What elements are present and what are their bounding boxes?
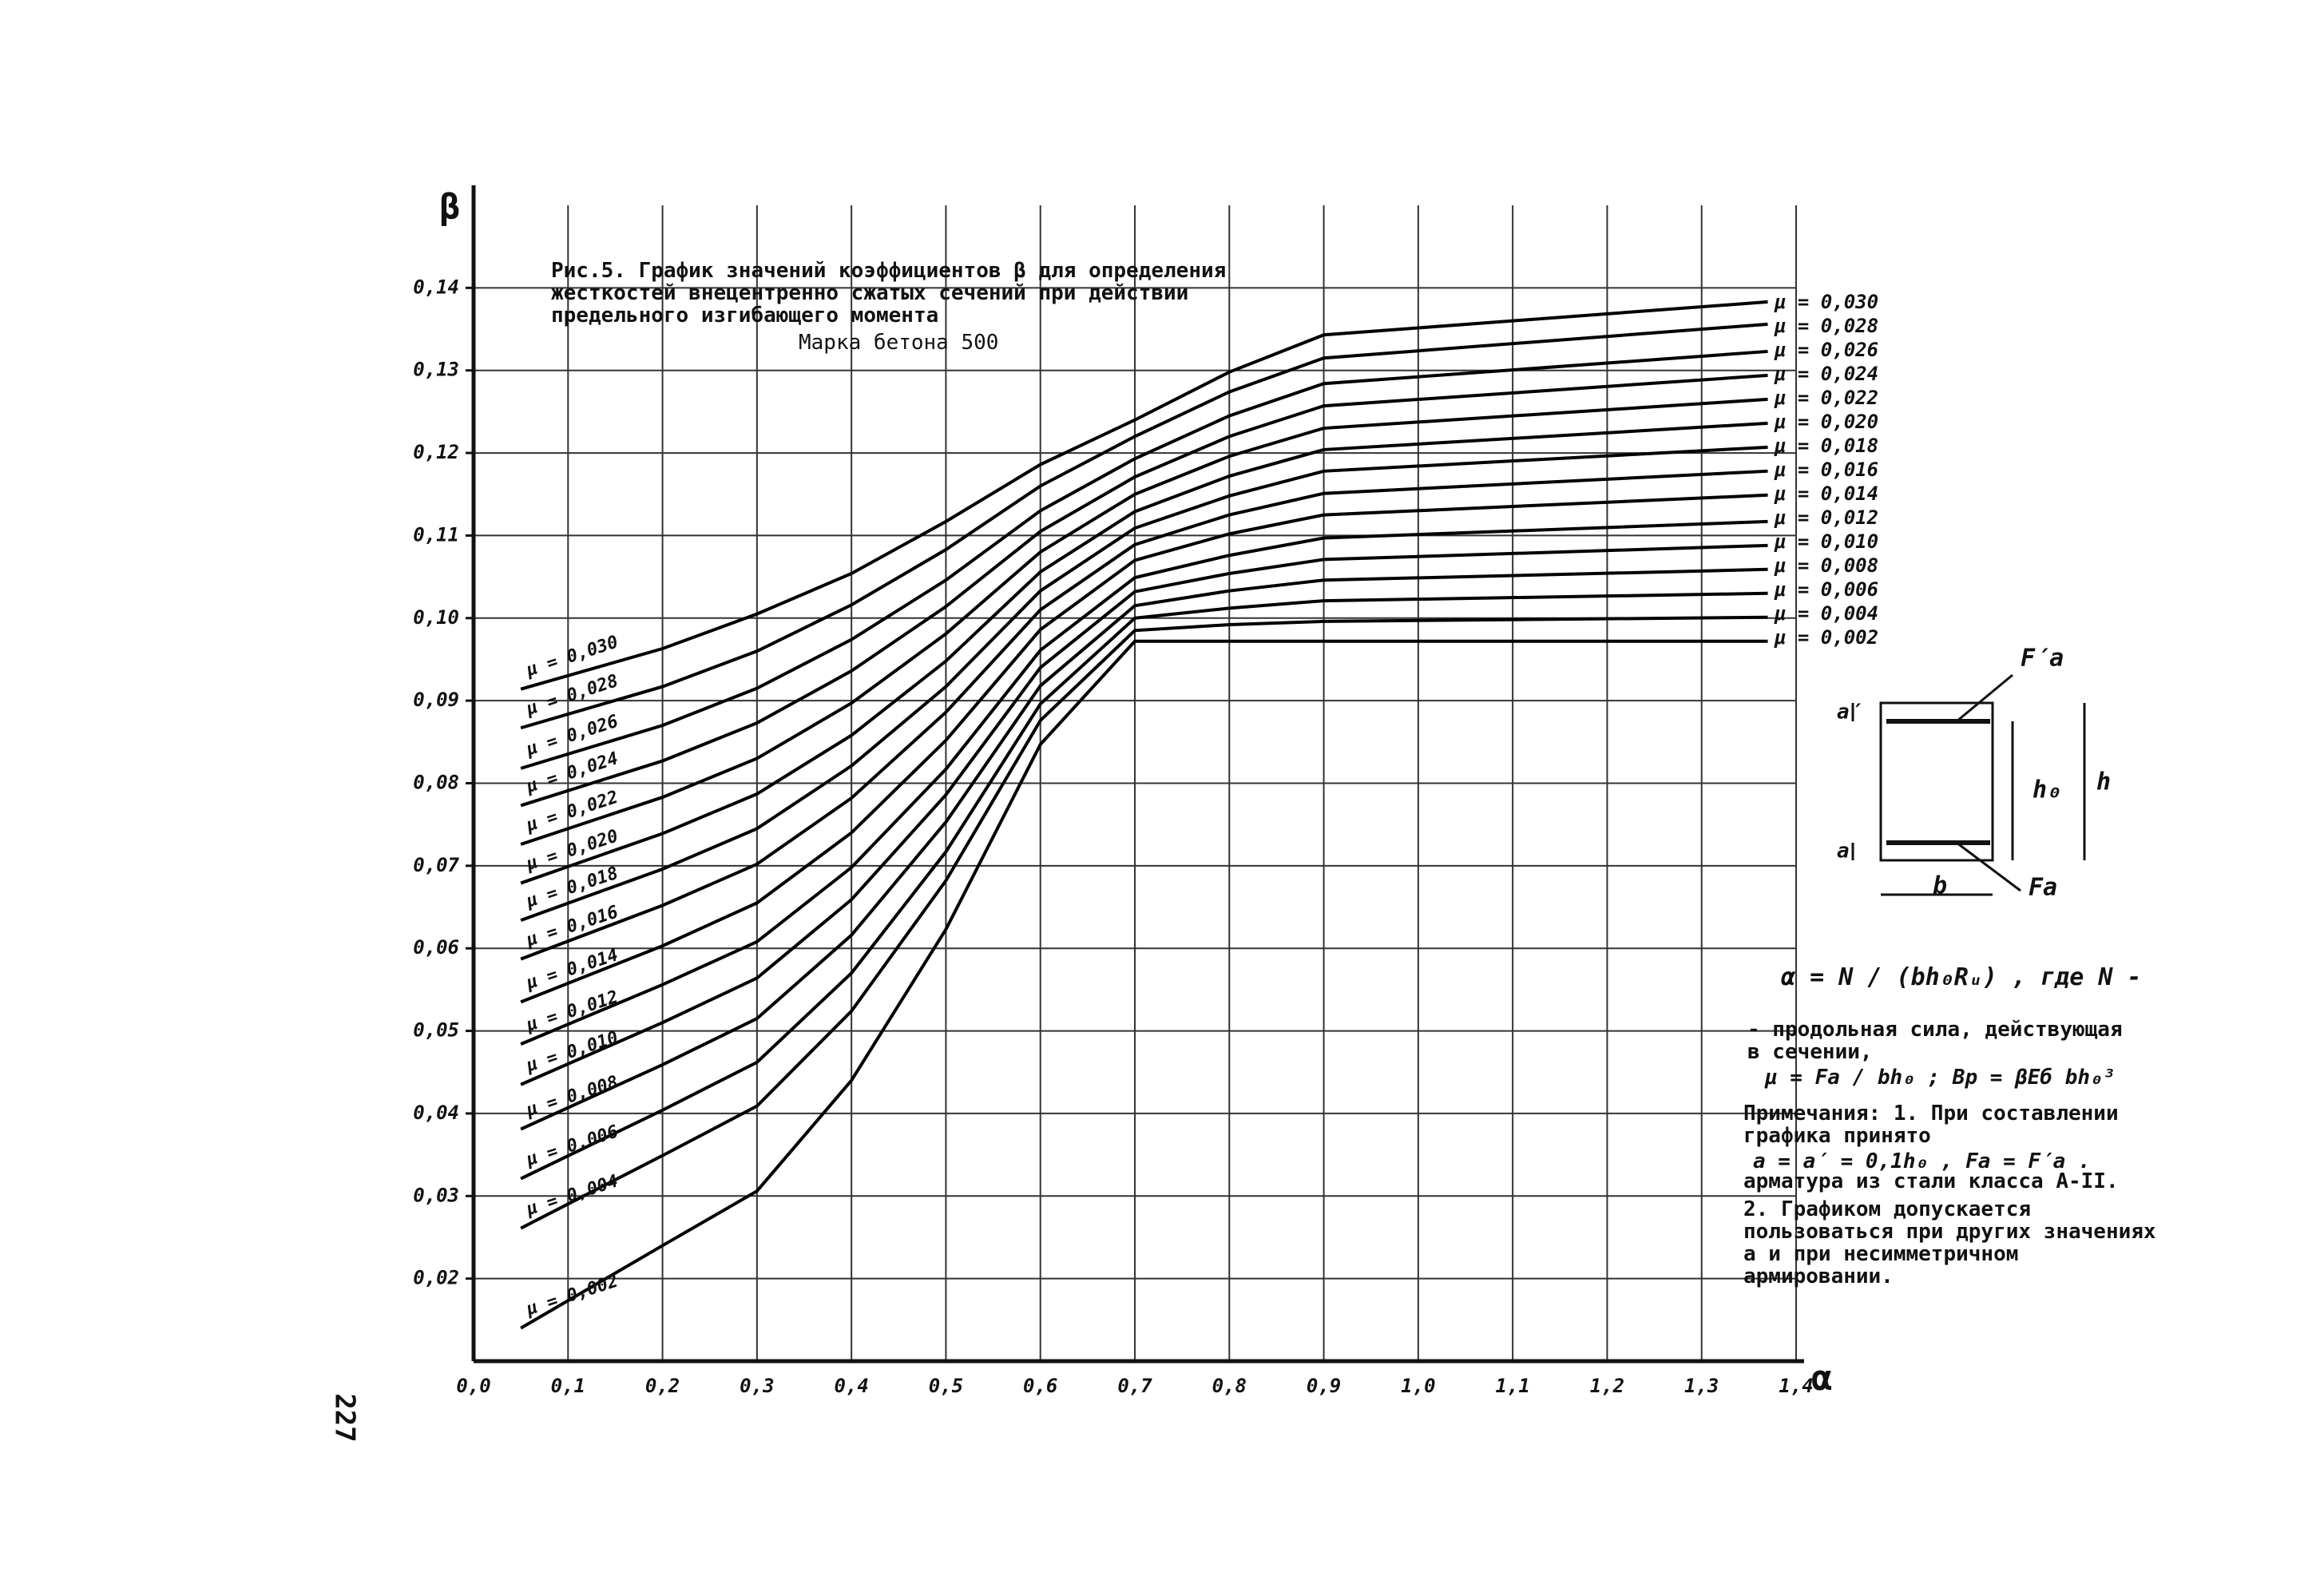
series-line — [520, 322, 1768, 730]
x-tick-label: 0,8 — [1212, 1375, 1247, 1397]
formula: μ = Fa / bh₀ ; Bр = βEб bh₀³ — [1765, 1066, 2116, 1090]
y-tick-label: 0,03 — [413, 1184, 459, 1206]
y-tick-label: 0,06 — [413, 936, 459, 959]
y-tick-label: 0,13 — [413, 359, 459, 381]
diagram-label: a — [1837, 840, 1850, 863]
legend-label: μ = 0,022 — [1774, 387, 1878, 409]
y-axis-label: β — [439, 187, 461, 228]
legend-label: μ = 0,002 — [1774, 626, 1878, 649]
series-line — [520, 543, 1768, 1086]
series-line — [520, 300, 1768, 691]
series-line — [520, 493, 1768, 1004]
series-line — [520, 373, 1768, 808]
x-tick-label: 0,0 — [456, 1375, 490, 1397]
y-tick-label: 0,02 — [413, 1267, 459, 1289]
series-line — [520, 469, 1768, 961]
x-tick-label: 1,4 — [1779, 1375, 1813, 1397]
legend-label: μ = 0,010 — [1774, 530, 1878, 553]
legend-label: μ = 0,006 — [1774, 578, 1878, 601]
series-label: μ = 0,010 — [523, 1028, 621, 1077]
series-line — [520, 519, 1768, 1046]
x-tick-label: 0,4 — [834, 1375, 868, 1397]
x-axis-label: α — [1811, 1358, 1833, 1399]
legend-label: μ = 0,016 — [1774, 459, 1878, 481]
formula: α = N / (bh₀Rᵤ) , где N - — [1781, 963, 2142, 991]
note: a = a′ = 0,1h₀ , Fa = F′a . — [1753, 1149, 2091, 1173]
diagram-label: Fa — [2029, 874, 2057, 902]
x-tick-label: 0,5 — [929, 1375, 963, 1397]
x-tick-label: 1,0 — [1401, 1375, 1435, 1397]
y-tick-label: 0,09 — [413, 689, 459, 711]
legend-label: μ = 0,028 — [1774, 315, 1878, 337]
legend-label: μ = 0,020 — [1774, 411, 1878, 433]
series-label: μ = 0,006 — [523, 1122, 621, 1170]
x-tick-label: 0,6 — [1023, 1375, 1057, 1397]
y-tick-label: 0,14 — [413, 276, 459, 298]
diagram-label: F′a — [2021, 645, 2064, 673]
legend-label: μ = 0,014 — [1774, 482, 1878, 505]
y-tick-label: 0,05 — [413, 1019, 459, 1042]
x-tick-label: 0,3 — [740, 1375, 774, 1397]
y-tick-label: 0,12 — [413, 441, 459, 463]
y-tick-label: 0,08 — [413, 772, 459, 794]
series-line — [520, 349, 1768, 770]
note: арматура из стали класса А-II. — [1743, 1169, 2119, 1193]
series-line — [520, 397, 1768, 846]
diagram-label: h₀ — [2033, 776, 2061, 804]
note: Примечания: 1. При составлении графика п… — [1743, 1102, 2119, 1148]
legend-label: μ = 0,030 — [1774, 291, 1878, 313]
x-tick-label: 0,1 — [551, 1375, 585, 1397]
y-tick-label: 0,07 — [413, 854, 459, 876]
series-line — [520, 615, 1768, 1230]
chart-subtitle: Марка бетона 500 — [799, 331, 999, 355]
x-tick-label: 1,2 — [1590, 1375, 1624, 1397]
series-line — [520, 421, 1768, 885]
y-tick-label: 0,10 — [413, 606, 459, 629]
legend-label: μ = 0,004 — [1774, 602, 1878, 625]
y-tick-label: 0,04 — [413, 1102, 459, 1124]
x-tick-label: 0,9 — [1307, 1375, 1341, 1397]
legend-label: μ = 0,026 — [1774, 339, 1878, 361]
x-tick-label: 0,7 — [1117, 1375, 1152, 1397]
series-line — [520, 567, 1768, 1131]
diagram-label: h — [2096, 768, 2111, 796]
chart-title: Рис.5. График значений коэффициентов β д… — [551, 259, 1227, 328]
x-tick-label: 1,1 — [1495, 1375, 1529, 1397]
series-line — [520, 591, 1768, 1181]
series-line — [520, 445, 1768, 922]
note: 2. Графиком допускается пользоваться при… — [1743, 1197, 2156, 1288]
legend-label: μ = 0,018 — [1774, 435, 1878, 457]
formula: - продольная сила, действующая в сечении… — [1747, 1018, 2123, 1064]
page-number: 227 — [329, 1393, 361, 1442]
diagram-label: a′ — [1837, 701, 1862, 725]
x-tick-label: 1,3 — [1684, 1375, 1719, 1397]
y-tick-label: 0,11 — [413, 523, 459, 546]
section-diagram — [1851, 673, 2086, 896]
diagram-label: b — [1933, 872, 1947, 900]
legend-label: μ = 0,012 — [1774, 506, 1878, 529]
legend-label: μ = 0,024 — [1774, 363, 1878, 385]
legend-label: μ = 0,008 — [1774, 554, 1878, 577]
x-tick-label: 0,2 — [645, 1375, 680, 1397]
series-line — [520, 639, 1768, 1330]
